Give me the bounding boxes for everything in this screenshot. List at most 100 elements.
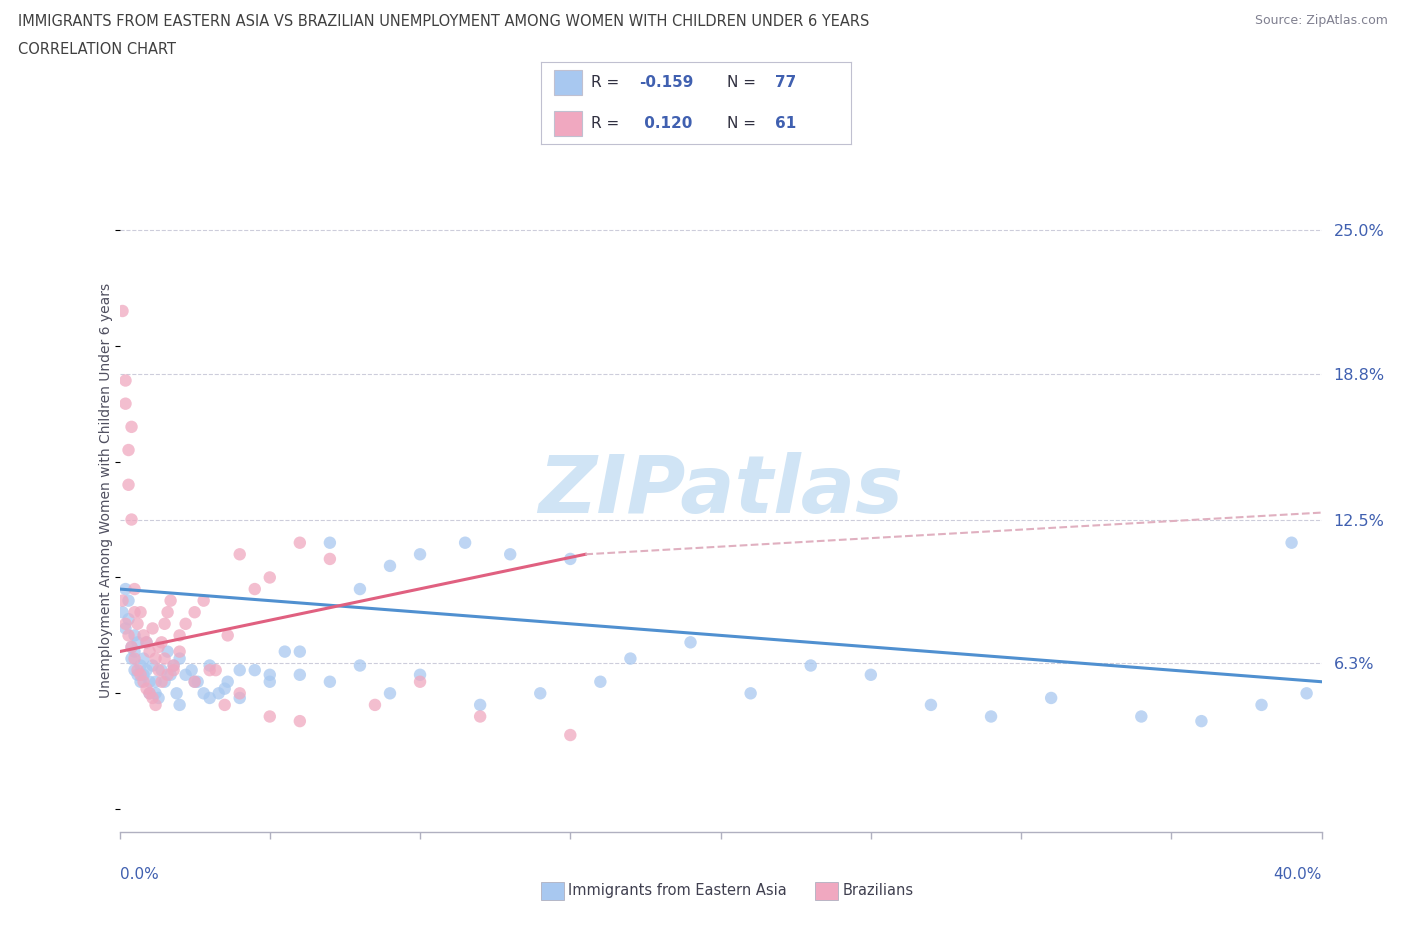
Point [1295,686,1317,701]
Point [183,674,205,689]
Point [117,593,139,608]
Point [208,686,231,701]
Point [217,628,239,643]
Point [153,651,176,666]
Point [378,686,401,701]
Point [114,396,136,411]
Point [111,303,134,318]
Point [174,617,197,631]
Point [127,617,149,631]
Point [454,536,477,551]
Point [121,512,143,527]
Y-axis label: Unemployment Among Women with Children Under 6 years: Unemployment Among Women with Children U… [100,283,114,698]
Point [169,628,191,643]
Point [243,581,266,596]
Point [409,668,432,683]
Point [156,644,179,659]
Text: 61: 61 [775,115,796,131]
Point [132,674,155,689]
Point [138,686,160,701]
Point [193,686,215,701]
Point [1130,709,1153,724]
Point [169,651,191,666]
Point [259,668,281,683]
Point [243,663,266,678]
Point [148,663,170,678]
Point [183,674,205,689]
Point [111,604,134,619]
Point [166,686,188,701]
Point [127,668,149,683]
Point [228,663,252,678]
Point [159,593,181,608]
Point [800,658,823,673]
Point [319,536,342,551]
Point [679,635,702,650]
Point [589,674,612,689]
Point [319,551,342,566]
Point [124,663,146,678]
Point [145,686,167,701]
Point [145,651,167,666]
Point [135,682,157,697]
Point [159,668,181,683]
Text: 40.0%: 40.0% [1274,867,1322,882]
Point [288,713,311,728]
Point [499,547,522,562]
Point [228,547,252,562]
Point [114,581,136,596]
Point [138,686,160,701]
Point [129,658,152,673]
Point [193,593,215,608]
Point [129,604,152,619]
Point [468,709,492,724]
Point [409,547,432,562]
Point [145,674,167,689]
Point [228,690,252,705]
Point [132,628,155,643]
Point [138,644,160,659]
Point [162,658,184,673]
Point [124,628,146,643]
Point [121,419,143,434]
Point [187,674,209,689]
Text: Immigrants from Eastern Asia: Immigrants from Eastern Asia [568,884,787,898]
Point [114,621,136,636]
Point [124,604,146,619]
Point [169,698,191,712]
Point [138,674,160,689]
Point [121,651,143,666]
Point [132,651,155,666]
Point [183,604,205,619]
Point [349,658,371,673]
Point [153,617,176,631]
Point [117,443,139,458]
Point [150,663,173,678]
Point [409,674,432,689]
Point [468,698,492,712]
Point [148,690,170,705]
Point [198,690,221,705]
Point [124,651,146,666]
Point [148,640,170,655]
Point [198,663,221,678]
Point [288,644,311,659]
Point [859,668,882,683]
Point [162,663,184,678]
Text: IMMIGRANTS FROM EASTERN ASIA VS BRAZILIAN UNEMPLOYMENT AMONG WOMEN WITH CHILDREN: IMMIGRANTS FROM EASTERN ASIA VS BRAZILIA… [18,14,870,29]
Point [169,644,191,659]
Point [135,635,157,650]
Point [214,698,236,712]
Point [156,668,179,683]
Point [259,674,281,689]
Point [204,663,226,678]
Point [162,658,184,673]
Point [117,628,139,643]
Point [1250,698,1272,712]
Point [619,651,641,666]
Point [145,698,167,712]
Point [117,477,139,492]
Point [529,686,551,701]
Text: R =: R = [591,74,624,90]
Point [174,668,197,683]
